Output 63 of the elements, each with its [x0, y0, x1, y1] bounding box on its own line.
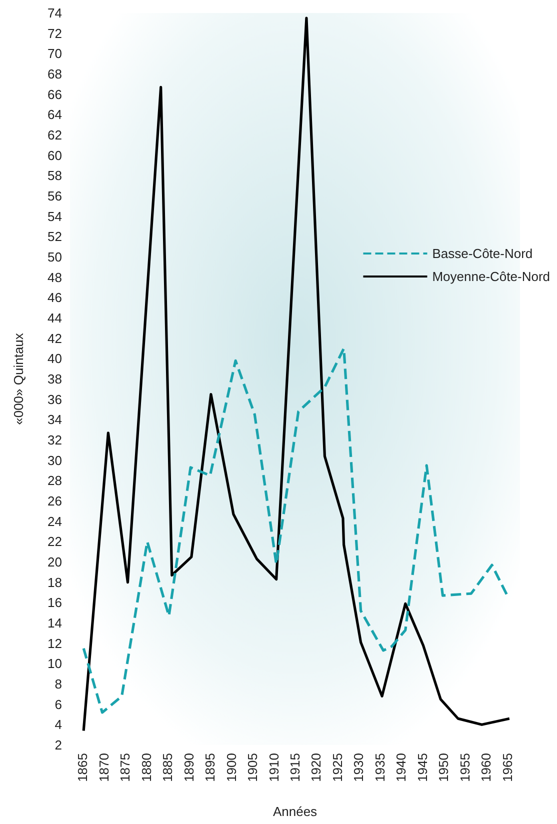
y-tick-label: 22 — [48, 534, 62, 550]
y-tick-label: 72 — [48, 26, 62, 41]
x-tick-label: 1875 — [118, 753, 133, 782]
x-tick-label: 1955 — [457, 753, 472, 782]
x-tick-label: 1935 — [372, 753, 388, 782]
x-axis-title: Années — [272, 804, 318, 819]
y-tick-label: 40 — [48, 351, 62, 366]
x-tick-label: 1880 — [138, 753, 154, 782]
y-tick-label: 46 — [48, 290, 62, 306]
x-tick-label: 1885 — [160, 753, 176, 782]
x-tick-label: 1945 — [414, 753, 430, 782]
x-tick-label: 1940 — [394, 753, 409, 782]
y-tick-label: 48 — [48, 270, 62, 285]
y-tick-label: 20 — [48, 554, 62, 570]
y-tick-label: 28 — [48, 473, 62, 488]
y-tick-label: 68 — [48, 66, 62, 82]
y-tick-label: 2 — [54, 738, 62, 752]
y-tick-label: 74 — [48, 6, 62, 20]
y-tick-label: 42 — [48, 330, 62, 346]
x-tick-label: 1870 — [96, 753, 112, 782]
x-tick-label: 1950 — [436, 753, 452, 782]
y-tick-label: 32 — [48, 432, 62, 448]
y-tick-label: 36 — [48, 392, 62, 407]
y-tick-label: 6 — [54, 696, 62, 712]
x-tick-label: 1920 — [308, 753, 324, 782]
y-tick-label: 16 — [48, 595, 62, 610]
y-tick-label: 56 — [48, 188, 62, 204]
y-tick-label: 4 — [54, 717, 62, 732]
y-tick-label: 60 — [48, 148, 62, 163]
y-tick-label: 12 — [48, 636, 62, 651]
y-tick-label: 30 — [48, 452, 62, 468]
y-tick-label: 14 — [48, 616, 62, 630]
y-tick-label: 38 — [48, 372, 62, 386]
x-tick-label: 1895 — [202, 753, 218, 782]
x-tick-label: 1865 — [75, 753, 90, 782]
x-tick-label: 1965 — [500, 753, 515, 782]
y-tick-label: 18 — [48, 574, 62, 590]
x-tick-label: 1890 — [181, 753, 196, 782]
y-tick-label: 64 — [48, 107, 62, 122]
x-tick-label: 1930 — [351, 753, 366, 782]
y-tick-label: 44 — [48, 310, 62, 326]
x-tick-label: 1925 — [330, 753, 345, 782]
y-tick-label: 58 — [48, 168, 62, 184]
y-tick-label: 54 — [48, 208, 62, 224]
legend-label: Basse-Côte-Nord — [432, 246, 533, 261]
y-tick-label: 52 — [48, 229, 62, 244]
x-tick-label: 1905 — [245, 753, 260, 782]
line-series — [82, 347, 509, 714]
y-tick-label: 50 — [48, 250, 62, 264]
y-tick-label: 62 — [48, 128, 62, 142]
y-tick-label: 66 — [48, 86, 62, 102]
y-tick-label: 34 — [48, 412, 62, 428]
y-axis-title: «000» Quintaux — [11, 332, 26, 425]
y-tick-label: 10 — [48, 656, 62, 672]
y-tick-label: 8 — [54, 676, 62, 692]
x-tick-label: 1900 — [224, 753, 239, 782]
x-tick-label: 1910 — [266, 753, 282, 782]
y-tick-label: 70 — [48, 46, 62, 62]
x-tick-label: 1960 — [478, 753, 494, 782]
legend-label: Moyenne-Côte-Nord — [432, 269, 550, 284]
y-tick-label: 24 — [48, 514, 62, 529]
y-tick-label: 26 — [48, 494, 62, 508]
x-tick-label: 1915 — [288, 753, 302, 782]
